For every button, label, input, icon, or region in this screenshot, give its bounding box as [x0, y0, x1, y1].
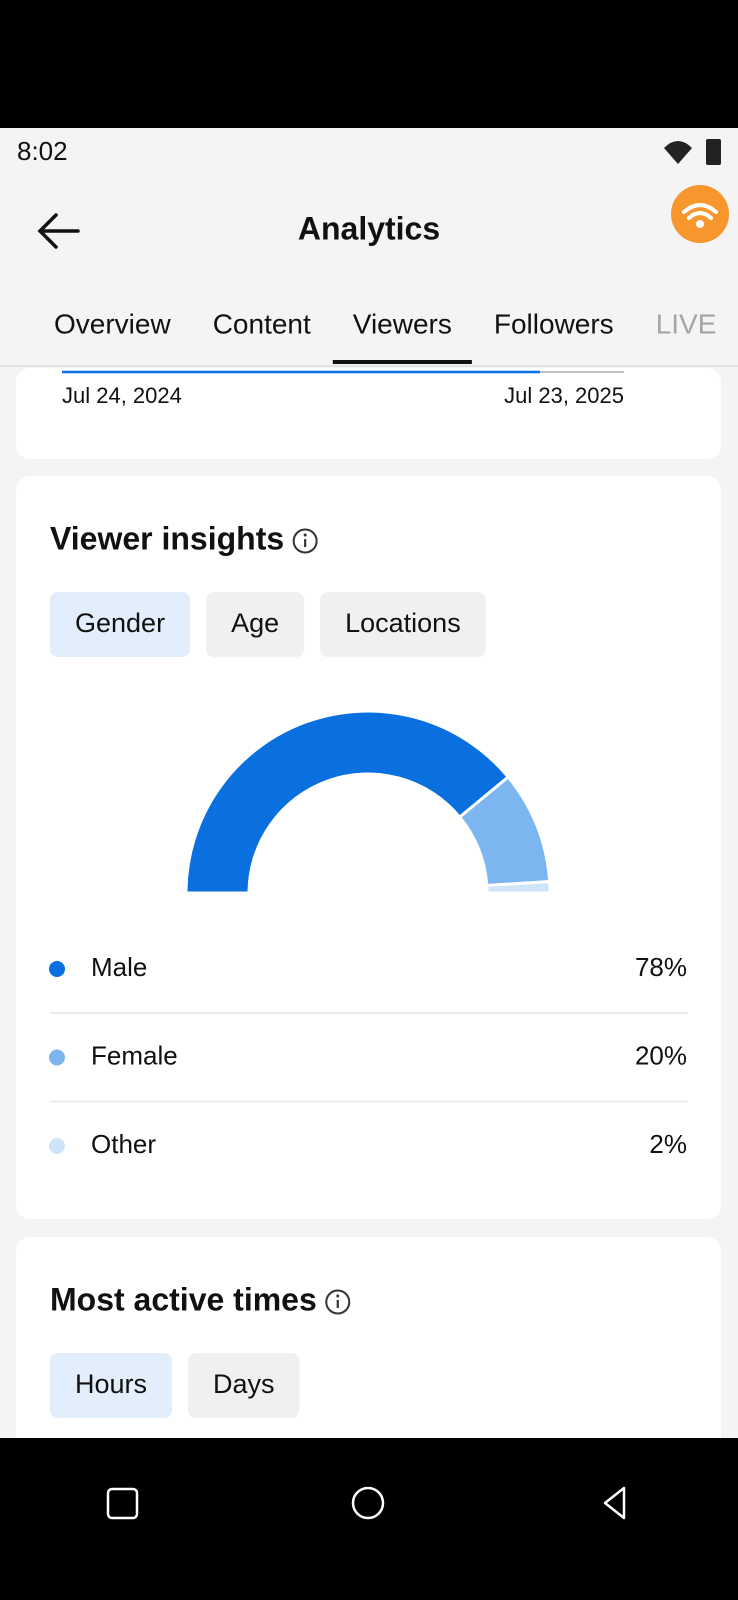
tab[interactable]: Overview [54, 308, 171, 339]
donut-segment [184, 709, 511, 895]
info-icon[interactable] [292, 528, 318, 554]
insights-card [16, 476, 721, 1219]
tab-indicator [332, 360, 472, 364]
legend-dot [49, 1138, 65, 1154]
legend-label: Female [91, 1040, 178, 1070]
filter-chip[interactable] [320, 592, 486, 657]
app-bar [0, 128, 738, 368]
page-title: Analytics [298, 210, 440, 246]
filter-chip[interactable] [206, 592, 305, 657]
filter-chip-label: Locations [345, 608, 461, 638]
legend-dot [49, 961, 65, 977]
legend-value: 78% [635, 952, 687, 982]
legend-label: Male [91, 952, 147, 982]
tab[interactable]: Viewers [353, 308, 452, 339]
legend-label: Other [91, 1129, 156, 1159]
clock: 8:02 [17, 136, 68, 166]
donut-segment [485, 879, 552, 895]
filter-chip-label: Hours [75, 1369, 147, 1399]
active-times-card [16, 1237, 721, 1457]
wifi-icon [682, 203, 718, 220]
filter-chip[interactable] [50, 592, 191, 657]
tab[interactable]: LIVE [656, 308, 717, 339]
legend-value: 2% [649, 1129, 687, 1159]
recents-button[interactable] [106, 1487, 139, 1520]
legend-value: 20% [635, 1040, 687, 1070]
back-nav-button[interactable] [603, 1486, 626, 1520]
filter-chip-label: Age [231, 608, 279, 638]
home-button[interactable] [351, 1486, 385, 1520]
start-date: Jul 24, 2024 [62, 383, 182, 408]
section-title: Viewer insights [50, 520, 284, 556]
back-button[interactable] [37, 213, 80, 249]
info-icon-dot [336, 1294, 340, 1298]
tab[interactable]: Followers [494, 308, 614, 339]
end-date: Jul 23, 2025 [504, 383, 624, 408]
info-icon[interactable] [325, 1289, 351, 1315]
filter-chip[interactable] [188, 1353, 300, 1418]
trend-card [16, 368, 721, 459]
wifi-status [664, 141, 692, 164]
filter-chip-label: Days [213, 1369, 275, 1399]
filter-chip-label: Gender [75, 608, 165, 638]
top-bezel [0, 0, 738, 128]
legend-dot [49, 1049, 65, 1066]
wifi-dot [696, 220, 704, 228]
info-icon-dot [303, 533, 307, 537]
section-title: Most active times [50, 1281, 317, 1317]
battery [706, 139, 721, 165]
filter-chip[interactable] [50, 1353, 173, 1418]
tab[interactable]: Content [213, 308, 311, 339]
